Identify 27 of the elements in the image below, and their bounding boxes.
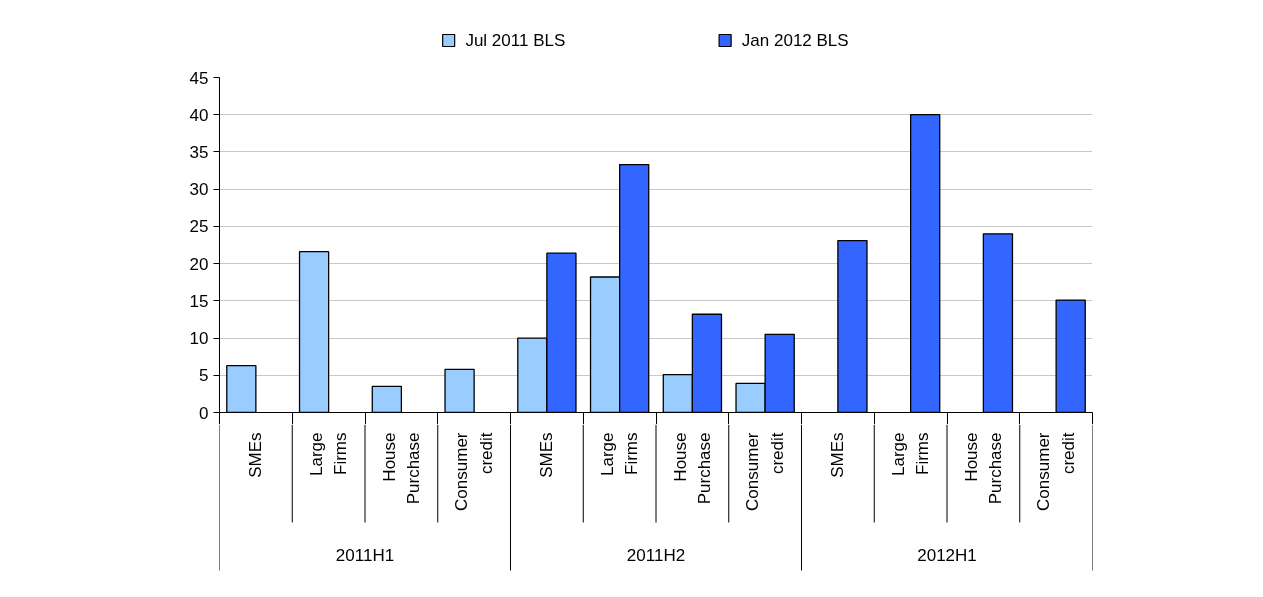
- x-tick-label: House Purchase: [670, 432, 715, 505]
- x-tick-label: SMEs: [537, 432, 557, 478]
- y-tick-label: 30: [189, 180, 209, 200]
- x-tick-label: SMEs: [246, 432, 266, 478]
- y-tick-label: 0: [199, 403, 209, 423]
- x-tick-label: Large Firms: [888, 432, 933, 476]
- y-tick-label: 40: [189, 105, 209, 125]
- x-tick-label: Consumer credit: [452, 432, 496, 511]
- y-tick-label: 45: [189, 68, 209, 88]
- x-tick-label: Large Firms: [306, 432, 351, 476]
- x-tick-label: House Purchase: [961, 432, 1006, 505]
- text: 2011H1: [335, 546, 395, 565]
- y-tick-label: 20: [189, 254, 209, 274]
- x-tick-label: SMEs: [828, 432, 848, 478]
- x-tick-label: House Purchase: [379, 432, 424, 505]
- text: 2011H2: [626, 546, 686, 565]
- legend-label: Jan 2012 BLS: [741, 31, 849, 50]
- y-tick-label: 5: [199, 366, 209, 386]
- y-tick-label: 35: [189, 142, 209, 162]
- x-tick-label: Consumer credit: [1034, 432, 1078, 511]
- x-tick-label: Large Firms: [597, 432, 642, 476]
- y-tick-label: 10: [189, 329, 209, 349]
- text: 2012H1: [917, 546, 977, 565]
- y-tick-label: 25: [189, 217, 209, 237]
- legend-label: Jul 2011 BLS: [465, 31, 566, 50]
- y-tick-label: 15: [189, 291, 209, 311]
- x-tick-label: Consumer credit: [743, 432, 787, 511]
